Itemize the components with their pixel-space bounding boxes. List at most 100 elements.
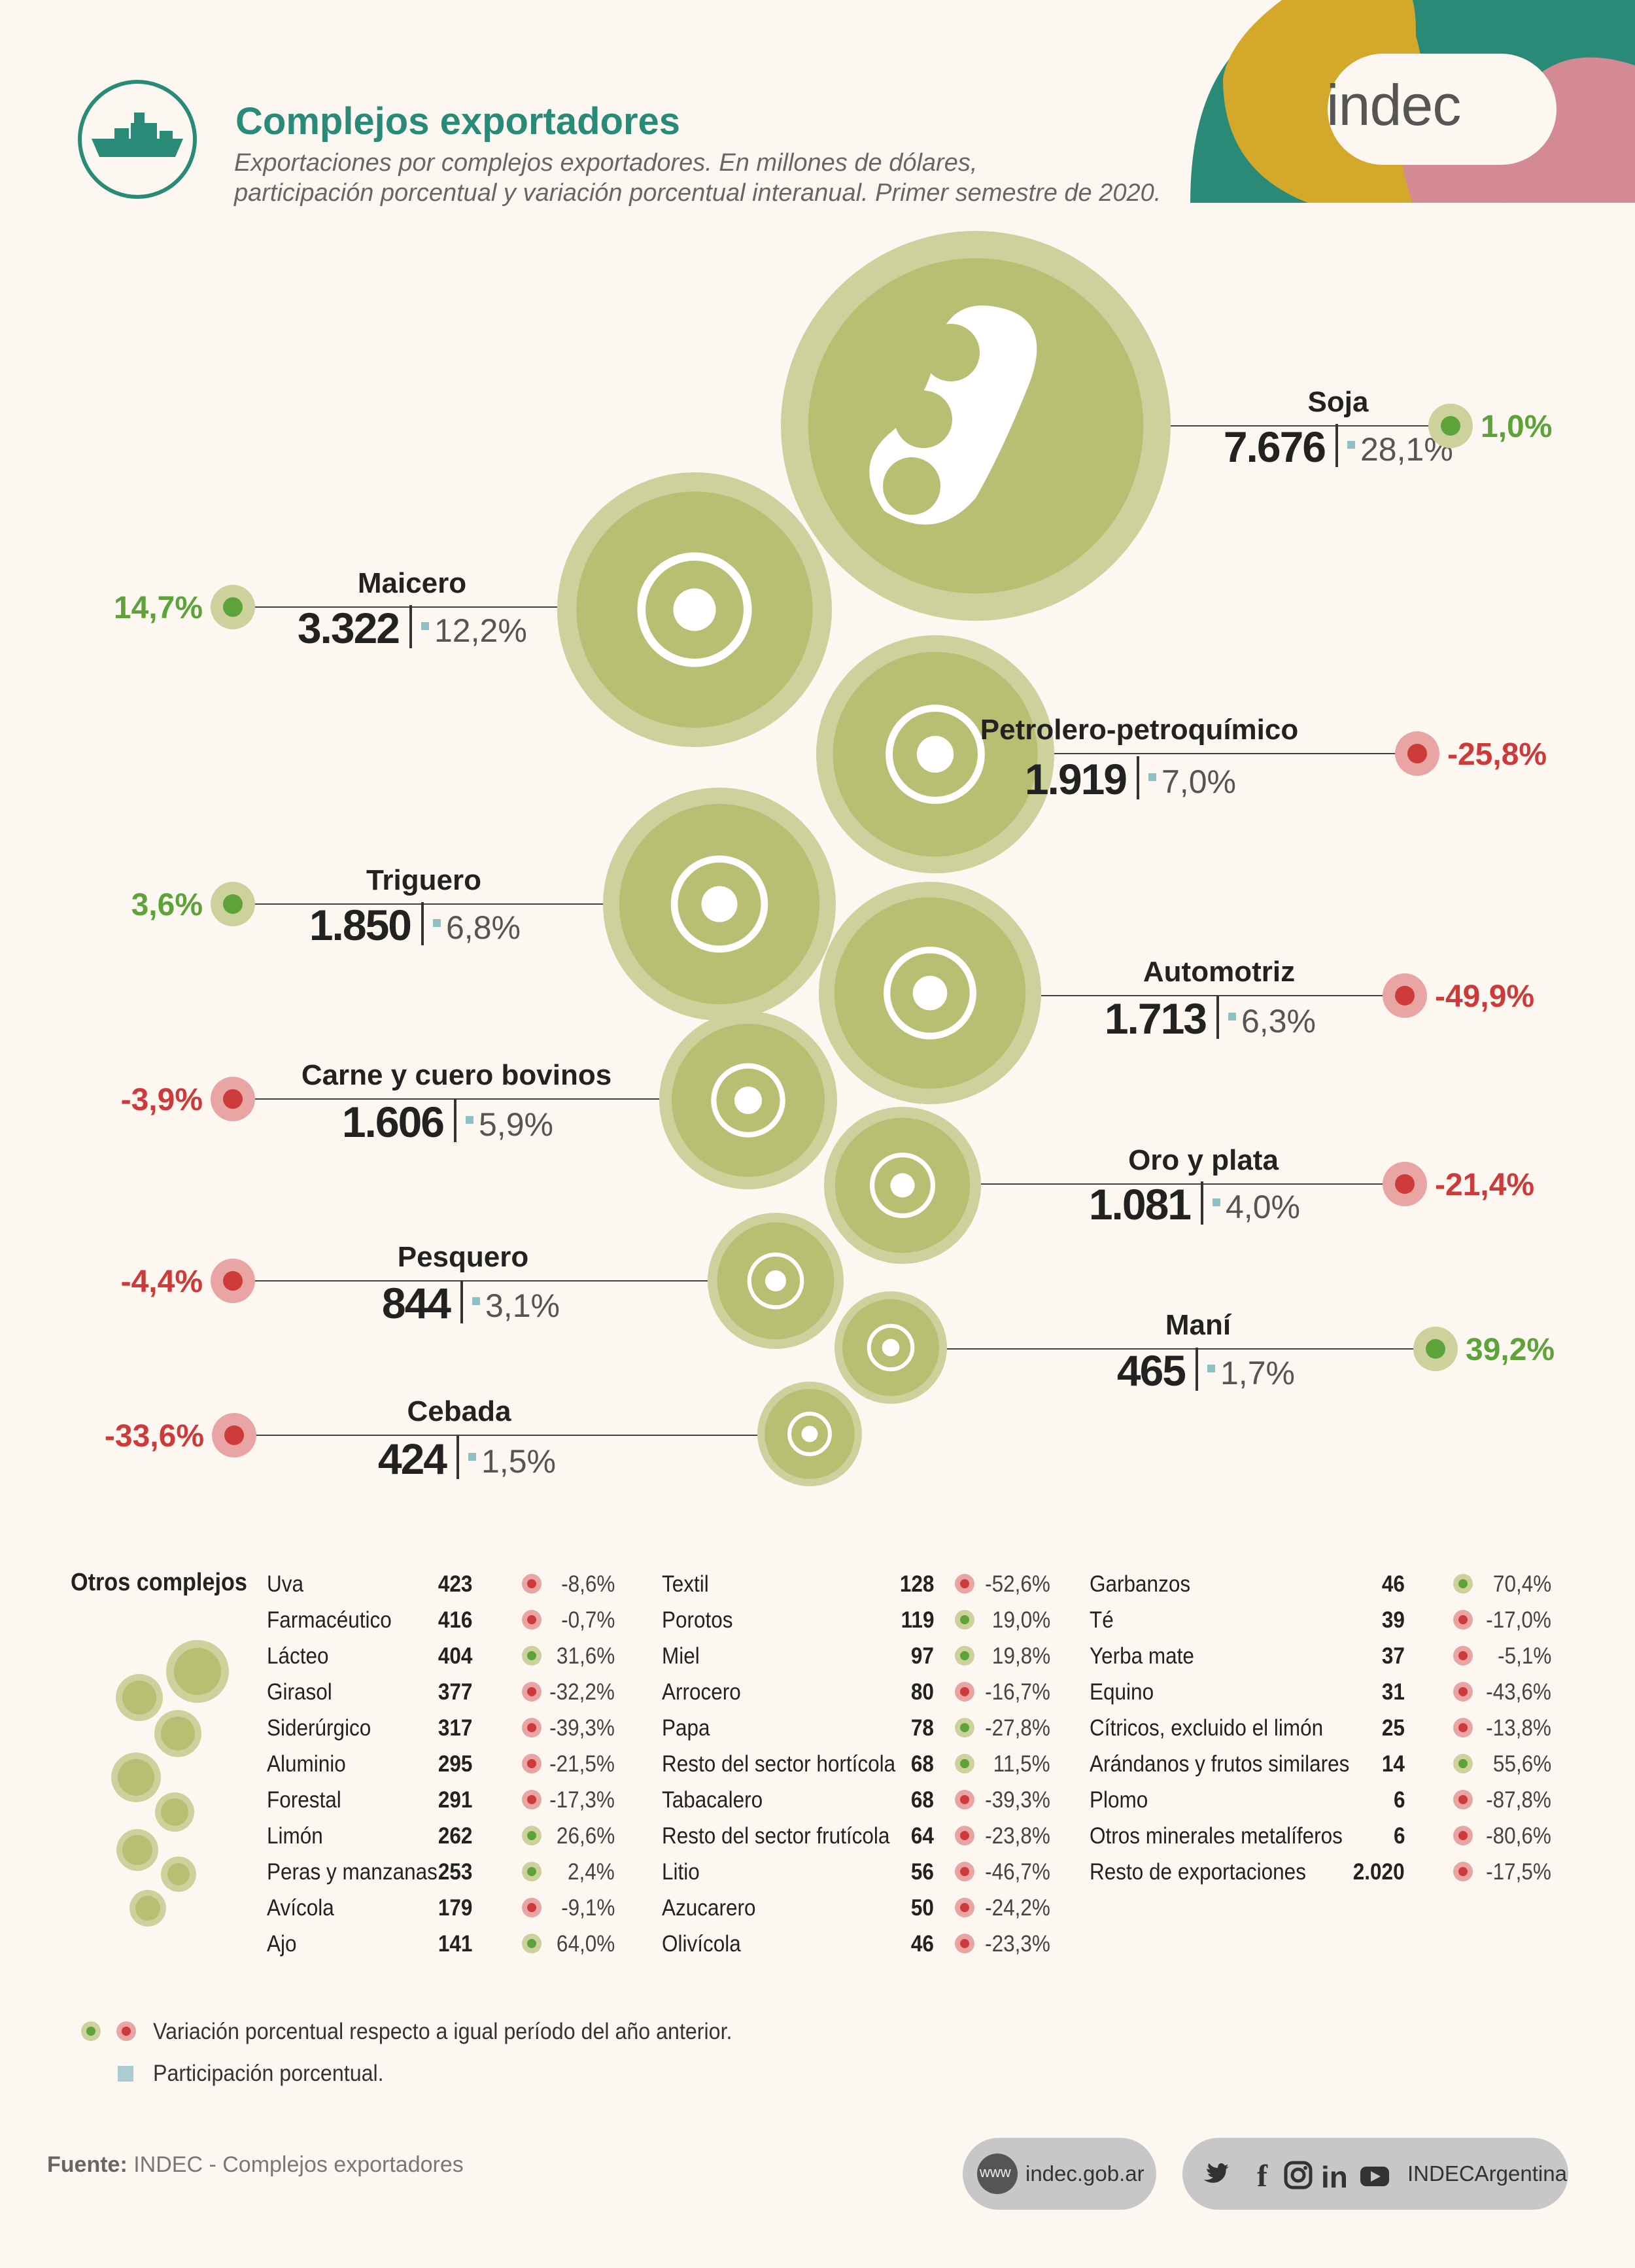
others-variation-dot <box>1453 1646 1473 1666</box>
others-variation-dot <box>955 1790 974 1809</box>
others-variation-dot <box>955 1826 974 1845</box>
others-name: Siderúrgico <box>267 1715 371 1741</box>
complex-name: Cebada <box>407 1395 511 1427</box>
others-row: Resto de exportaciones 2.020 -17,5% <box>1090 1859 1551 1892</box>
value-separator <box>1196 1348 1198 1391</box>
others-variation: -43,6% <box>1486 1679 1551 1705</box>
complex-variation: -4,4% <box>121 1265 203 1299</box>
complex-name: Soja <box>1308 386 1369 418</box>
others-row: Otros minerales metalíferos 6 -80,6% <box>1090 1823 1551 1856</box>
complex-value: 1.850 <box>309 901 411 949</box>
others-value: 128 <box>899 1571 934 1597</box>
others-variation-dot <box>522 1826 542 1845</box>
website-pill[interactable]: www indec.gob.ar <box>963 2138 1156 2210</box>
others-name: Avícola <box>267 1895 334 1921</box>
others-variation-dot <box>955 1682 974 1701</box>
others-value: 262 <box>438 1823 472 1849</box>
youtube-icon[interactable] <box>1360 2167 1389 2186</box>
others-variation: 19,8% <box>991 1643 1050 1669</box>
svg-text:in: in <box>1321 2160 1348 2194</box>
complex-value: 3.322 <box>298 604 399 652</box>
others-value: 6 <box>1393 1787 1405 1813</box>
others-name: Arrocero <box>662 1679 741 1705</box>
complex-variation: 1,0% <box>1481 410 1552 444</box>
others-variation: -17,3% <box>549 1787 615 1813</box>
instagram-icon[interactable] <box>1284 2161 1313 2189</box>
others-variation-dot <box>1453 1574 1473 1594</box>
others-variation-dot <box>955 1646 974 1666</box>
cow-icon <box>711 1063 785 1138</box>
others-row: Siderúrgico 317 -39,3% <box>267 1715 615 1748</box>
others-name: Cítricos, excluido el limón <box>1090 1715 1324 1741</box>
gold-bars-icon <box>869 1152 936 1219</box>
share-marker <box>472 1297 480 1305</box>
oil-barrel-icon <box>886 705 985 804</box>
others-name: Resto del sector frutícola <box>662 1823 890 1849</box>
others-variation-dot <box>955 1754 974 1773</box>
others-name: Limón <box>267 1823 323 1849</box>
share-marker <box>1347 441 1355 449</box>
others-name: Papa <box>662 1715 710 1741</box>
others-name: Girasol <box>267 1679 332 1705</box>
wheat-icon <box>670 855 768 953</box>
complex-share: 4,0% <box>1226 1189 1300 1225</box>
value-separator <box>460 1280 463 1323</box>
soybean-icon <box>869 305 1037 525</box>
others-value: 31 <box>1381 1679 1405 1705</box>
others-variation: -17,5% <box>1486 1859 1551 1885</box>
complex-share: 1,5% <box>481 1443 556 1480</box>
others-variation: -27,8% <box>985 1715 1050 1741</box>
others-variation-dot <box>1453 1682 1473 1701</box>
others-row: Té 39 -17,0% <box>1090 1607 1551 1640</box>
legend-share-text: Participación porcentual. <box>153 2061 384 2086</box>
others-value: 25 <box>1381 1715 1405 1741</box>
others-name: Lácteo <box>267 1643 329 1669</box>
others-name: Litio <box>662 1859 700 1885</box>
page-title: Complejos exportadores <box>235 100 681 143</box>
complex-share: 7,0% <box>1162 763 1236 800</box>
others-value: 291 <box>438 1787 472 1813</box>
share-marker <box>468 1453 476 1461</box>
others-row: Resto del sector hortícola 68 11,5% <box>662 1751 1050 1784</box>
facebook-icon[interactable]: f <box>1257 2159 1268 2193</box>
others-variation: -87,8% <box>1486 1787 1551 1813</box>
others-value: 46 <box>910 1931 934 1957</box>
variation-dot-core <box>223 894 243 914</box>
indec-logo[interactable]: indec <box>1326 73 1461 137</box>
linkedin-icon[interactable]: in <box>1321 2160 1348 2194</box>
brand-corner <box>1190 0 1635 203</box>
fish-icon <box>747 1252 804 1310</box>
social-icons: f in <box>1203 2159 1389 2194</box>
variation-dot-core <box>1426 1339 1445 1359</box>
others-name: Textil <box>662 1571 709 1597</box>
others-value: 80 <box>910 1679 934 1705</box>
others-variation: -23,8% <box>985 1823 1050 1849</box>
others-name: Miel <box>662 1643 700 1669</box>
others-row: Arándanos y frutos similares 14 55,6% <box>1090 1751 1551 1784</box>
value-separator <box>1137 756 1139 799</box>
others-variation: -46,7% <box>985 1859 1050 1885</box>
share-marker <box>421 622 429 630</box>
others-name: Peras y manzanas <box>267 1859 438 1885</box>
complex-variation: 3,6% <box>131 888 203 922</box>
website-link[interactable]: indec.gob.ar <box>1025 2161 1144 2186</box>
corn-icon <box>637 552 752 667</box>
others-name: Resto de exportaciones <box>1090 1859 1306 1885</box>
social-pill[interactable]: f in INDECArgentina <box>1182 2138 1568 2210</box>
social-handle[interactable]: INDECArgentina <box>1407 2161 1567 2186</box>
others-variation-dot <box>522 1610 542 1630</box>
others-value: 68 <box>910 1751 934 1777</box>
others-name: Tabacalero <box>662 1787 763 1813</box>
complex-variation: -33,6% <box>105 1419 204 1454</box>
source-label: Fuente: <box>47 2152 128 2177</box>
others-row: Equino 31 -43,6% <box>1090 1679 1551 1712</box>
source-note: Fuente: INDEC - Complejos exportadores <box>47 2152 464 2178</box>
share-marker <box>433 919 441 927</box>
legend-share-marker <box>118 2066 133 2082</box>
others-row: Azucarero 50 -24,2% <box>662 1895 1050 1928</box>
twitter-icon[interactable] <box>1203 2163 1229 2183</box>
complex-variation: 39,2% <box>1466 1333 1555 1367</box>
others-variation-dot <box>955 1574 974 1594</box>
others-variation: -39,3% <box>985 1787 1050 1813</box>
variation-dot-core <box>1407 744 1427 763</box>
